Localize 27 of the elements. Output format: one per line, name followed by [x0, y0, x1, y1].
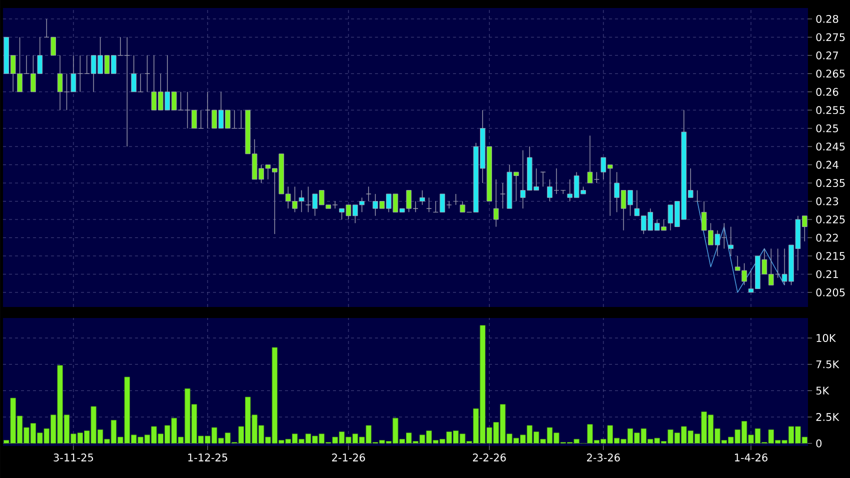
y-tick-label: 0.205: [816, 288, 845, 296]
y-tick-label: 0.245: [816, 142, 845, 151]
y-tick-label: 0.25: [816, 124, 838, 132]
y-tick-label: 2.5K: [816, 413, 840, 421]
x-tick-label: 1-4-26: [734, 454, 768, 462]
y-tick-label: 0.28: [816, 14, 838, 23]
y-tick-label: 5K: [816, 386, 830, 395]
y-tick-label: 0: [816, 439, 822, 448]
y-tick-label: 0.275: [816, 33, 845, 42]
x-tick-label: 2-3-26: [587, 454, 620, 462]
x-tick-label: 1-12-25: [188, 454, 228, 462]
y-tick-label: 0.215: [816, 252, 845, 260]
y-tick-label: 10K: [816, 334, 836, 342]
x-tick-label: 2-2-26: [472, 454, 506, 462]
y-tick-label: 0.225: [816, 216, 845, 224]
x-tick-label: 2-1-26: [332, 454, 365, 462]
y-tick-label: 0.23: [816, 197, 838, 206]
y-tick-label: 0.21: [816, 270, 838, 278]
y-tick-label: 0.26: [816, 88, 838, 96]
y-tick-label: 0.255: [816, 106, 845, 114]
y-tick-label: 7.5K: [816, 360, 840, 368]
x-tick-label: 3-11-25: [54, 454, 94, 462]
y-tick-label: 0.27: [816, 51, 838, 60]
y-tick-label: 0.24: [816, 160, 838, 169]
y-tick-label: 0.235: [816, 179, 845, 187]
y-tick-label: 0.265: [816, 70, 845, 78]
y-tick-label: 0.22: [816, 234, 838, 242]
